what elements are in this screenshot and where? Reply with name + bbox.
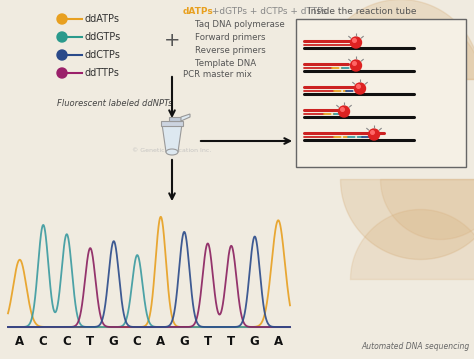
Text: +: + [164, 32, 180, 51]
Text: PCR master mix: PCR master mix [183, 70, 252, 79]
Circle shape [353, 39, 356, 42]
Text: T: T [204, 335, 212, 348]
Circle shape [350, 60, 362, 71]
Circle shape [350, 37, 362, 48]
Ellipse shape [166, 149, 178, 155]
Text: C: C [63, 335, 71, 348]
Text: dATPs: dATPs [183, 7, 214, 16]
Circle shape [371, 131, 374, 134]
Text: Template DNA: Template DNA [195, 59, 256, 68]
Circle shape [57, 14, 67, 24]
Text: ddGTPs: ddGTPs [85, 32, 121, 42]
Circle shape [353, 62, 356, 65]
Text: +dGTPs + dCTPs + dTTPs: +dGTPs + dCTPs + dTTPs [209, 7, 327, 16]
Text: ddATPs: ddATPs [85, 14, 120, 24]
Text: A: A [15, 335, 24, 348]
Text: A: A [156, 335, 165, 348]
Bar [296, 19, 466, 167]
Text: © Genetic Education Inc.: © Genetic Education Inc. [132, 149, 212, 154]
Circle shape [341, 108, 344, 111]
Text: ddCTPs: ddCTPs [85, 50, 121, 60]
Circle shape [57, 50, 67, 60]
Text: T: T [227, 335, 235, 348]
Text: C: C [133, 335, 142, 348]
Text: G: G [179, 335, 189, 348]
Circle shape [368, 129, 380, 140]
Text: A: A [273, 335, 283, 348]
Text: G: G [109, 335, 118, 348]
Circle shape [338, 106, 349, 117]
Text: G: G [250, 335, 260, 348]
Circle shape [355, 83, 365, 94]
Text: T: T [86, 335, 94, 348]
Text: Automated DNA sequencing: Automated DNA sequencing [362, 342, 470, 351]
Circle shape [57, 68, 67, 78]
Bar [161, 121, 183, 126]
Circle shape [57, 32, 67, 42]
Bar [2, 217, 302, 357]
Text: C: C [39, 335, 47, 348]
Text: Taq DNA polymerase: Taq DNA polymerase [195, 20, 285, 29]
Text: Forward primers: Forward primers [195, 33, 265, 42]
Text: ddTTPs: ddTTPs [85, 68, 120, 78]
Circle shape [357, 85, 360, 88]
Polygon shape [162, 124, 182, 152]
Text: Inside the reaction tube: Inside the reaction tube [308, 7, 417, 16]
Polygon shape [181, 114, 190, 121]
Bar [169, 117, 181, 121]
Text: Fluorescent labeled ddNPTs: Fluorescent labeled ddNPTs [57, 99, 173, 108]
Text: Reverse primers: Reverse primers [195, 46, 266, 55]
